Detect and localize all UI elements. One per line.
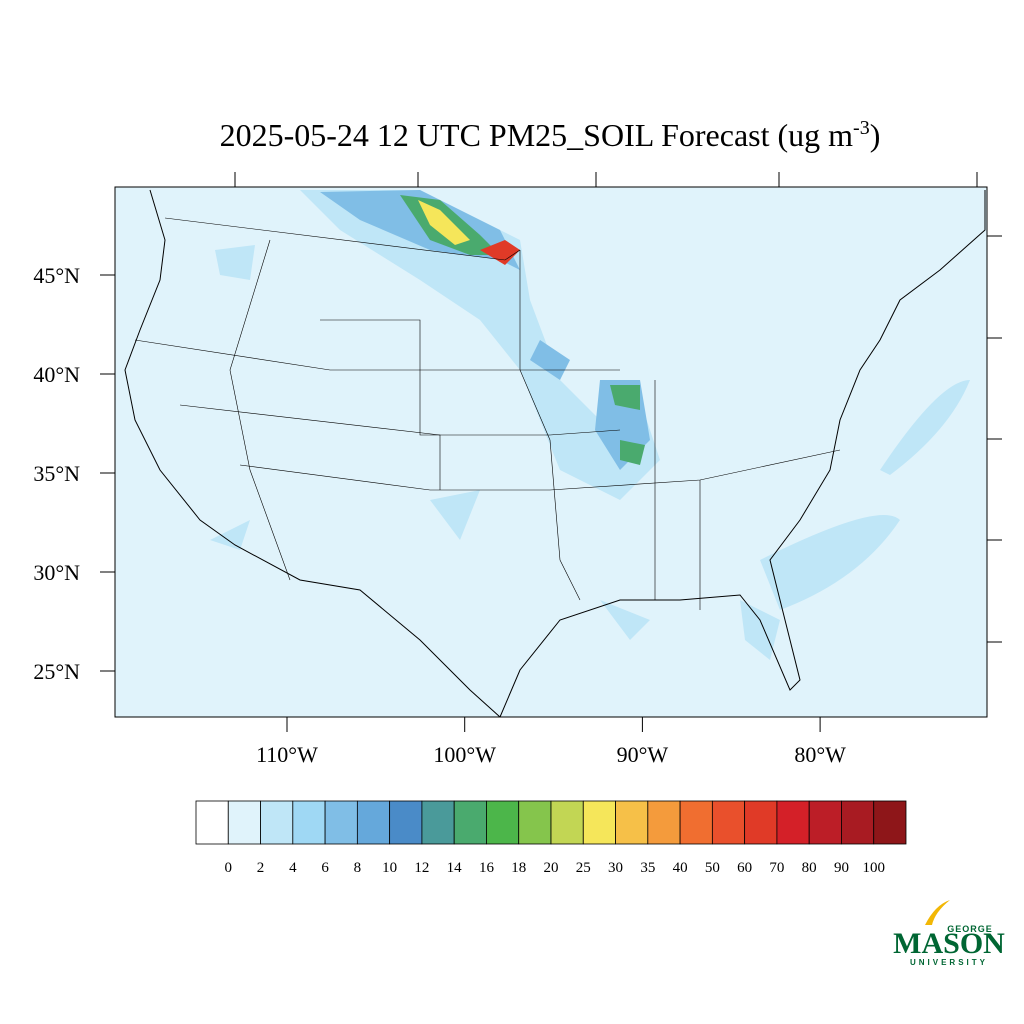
colorbar-box [808,800,842,845]
colorbar-box [679,800,713,845]
colorbar-label: 35 [640,860,655,876]
lat-label: 25°N [33,659,80,684]
colorbar-box [324,800,358,845]
colorbar-label: 0 [225,860,233,876]
logo-flame [925,900,950,925]
plume-yellow [418,200,470,245]
colorbar-box [389,800,423,845]
lon-label: 110°W [256,742,318,767]
map [114,172,1002,718]
title-main: 2025-05-24 12 UTC PM25_SOIL Forecast (ug… [220,117,854,153]
colorbar-label: 14 [447,860,463,876]
colorbar-label: 8 [354,860,362,876]
title: 2025-05-24 12 UTC PM25_SOIL Forecast (ug… [220,117,881,153]
colorbar-box [582,800,616,845]
colorbar-box [356,800,391,845]
colorbar-label: 10 [382,860,397,876]
plume-red [480,240,520,265]
colorbar-box [647,800,681,845]
colorbar-box [744,800,778,845]
colorbar-label: 30 [608,860,623,876]
plume-light [210,190,970,660]
colorbar-box [227,800,261,845]
coastline [124,189,986,718]
lat-label: 45°N [33,263,80,288]
title-sup: -3 [853,117,870,139]
colorbar-label: 80 [802,860,817,876]
colorbar-box [873,800,907,845]
colorbar-box [486,800,520,845]
colorbar-label: 40 [673,860,688,876]
state-borders [134,217,841,610]
lat-label: 30°N [33,560,80,585]
colorbar-label: 16 [479,860,495,876]
colorbar-box [711,800,746,845]
colorbar-box [421,800,455,845]
logo-text: GEORGE [947,924,993,934]
colorbar-label: 12 [414,860,429,876]
logo: GEORGE MASON UNIVERSITY [893,900,1005,967]
colorbar-label: 70 [769,860,784,876]
logo-text: MASON [893,927,1005,960]
lat-label: 40°N [33,362,80,387]
colorbar-box [550,800,584,845]
lat-label: 35°N [33,461,80,486]
colorbar-box [195,800,229,845]
axis-ticks: 45°N 40°N 35°N 30°N 25°N 110°W 100°W 90°W 80°W [33,263,846,767]
colorbar-box [260,800,294,845]
lon-label: 80°W [794,742,846,767]
colorbar-label: 25 [576,860,591,876]
colorbar-label: 90 [834,860,849,876]
colorbar-box [518,800,552,845]
colorbar-box [292,800,326,845]
colorbar-label: 20 [544,860,559,876]
colorbar-label: 4 [289,860,297,876]
colorbar-label: 2 [257,860,265,876]
colorbar-label: 60 [737,860,752,876]
colorbar-label: 6 [321,860,329,876]
map-frame [114,186,988,718]
colorbar-box [841,800,875,845]
logo-text: UNIVERSITY [910,958,988,967]
frame-ticks [234,172,1002,643]
colorbar-box [615,800,649,845]
colorbar-box [776,800,810,845]
colorbar-label: 18 [511,860,526,876]
title-close: ) [870,117,881,153]
colorbar-label: 100 [862,860,885,876]
colorbar-label: 50 [705,860,720,876]
colorbar: 0 2 4 6 8 10 12 14 16 18 20 25 30 35 40 50 60 70 80 90 100 [195,800,907,876]
colorbar-box [453,800,487,845]
lon-label: 100°W [433,742,496,767]
lon-label: 90°W [617,742,669,767]
